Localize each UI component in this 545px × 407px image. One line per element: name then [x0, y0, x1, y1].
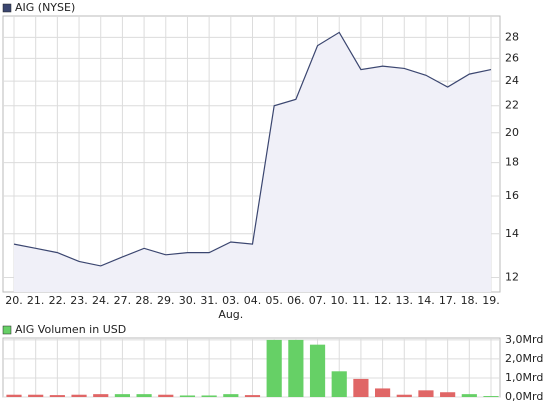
- y-tick-label: 28: [505, 30, 519, 43]
- x-tick-label: 11.: [352, 294, 370, 307]
- y-tick-label: 12: [505, 270, 519, 283]
- legend-label: AIG (NYSE): [15, 1, 75, 14]
- x-tick-label: 22.: [49, 294, 67, 307]
- plot-frame: [2, 337, 501, 398]
- x-tick-label: 10.: [330, 294, 348, 307]
- volume-bar: [309, 344, 326, 397]
- area: [14, 32, 491, 293]
- x-tick-label: 13.: [396, 294, 414, 307]
- volume-bar: [418, 390, 434, 397]
- volume-bar: [6, 394, 22, 397]
- volume-bar: [266, 339, 282, 397]
- volume-bar: [158, 394, 174, 397]
- volume-bar: [223, 394, 239, 397]
- x-tick-label: 28.: [135, 294, 153, 307]
- x-tick-label: 19.: [482, 294, 500, 307]
- y-tick-label: 18: [505, 156, 519, 169]
- x-tick-label: 06.: [287, 294, 305, 307]
- y-tick-label: 20: [505, 126, 519, 139]
- x-tick-label: 31.: [200, 294, 218, 307]
- y-tick-label: 3,0Mrd: [505, 333, 543, 346]
- volume-bar: [179, 395, 196, 397]
- x-annotation: Aug.: [218, 308, 243, 321]
- x-tick-label: 27.: [114, 294, 132, 307]
- x-tick-label: 24.: [92, 294, 110, 307]
- y-tick-label: 0,0Mrd: [505, 390, 543, 403]
- y-tick-label: 24: [505, 74, 519, 87]
- legend-swatch: [2, 325, 12, 335]
- volume-bar: [49, 395, 65, 397]
- y-tick-label: 26: [505, 51, 519, 64]
- volume-bar: [244, 395, 261, 397]
- x-tick-label: 05.: [265, 294, 283, 307]
- x-tick-label: 21.: [27, 294, 45, 307]
- x-tick-label: 12.: [374, 294, 392, 307]
- volume-bar: [201, 395, 217, 397]
- volume-bar: [71, 394, 87, 397]
- line: [13, 31, 492, 267]
- x-tick-label: 18.: [461, 294, 479, 307]
- y-tick-label: 1,0Mrd: [505, 371, 543, 384]
- volume-bar: [93, 394, 109, 397]
- volume-bar: [288, 339, 304, 397]
- x-tick-label: 17.: [439, 294, 457, 307]
- volume-bar: [483, 396, 499, 397]
- x-tick-label: 30.: [179, 294, 197, 307]
- volume-bar: [28, 394, 44, 397]
- y-tick-label: 22: [505, 99, 519, 112]
- x-tick-label: 14.: [417, 294, 435, 307]
- volume-bar: [136, 394, 152, 397]
- legend-swatch: [2, 3, 12, 13]
- x-tick-label: 20.: [5, 294, 23, 307]
- x-tick-label: 03.: [222, 294, 240, 307]
- volume-bar: [440, 392, 456, 397]
- volume-bar: [114, 394, 130, 397]
- volume-bar: [396, 394, 412, 397]
- x-tick-label: 23.: [70, 294, 88, 307]
- y-tick-label: 14: [505, 227, 519, 240]
- volume-bar: [375, 388, 391, 397]
- legend-label: AIG Volumen in USD: [15, 323, 126, 336]
- volume-bar: [353, 378, 369, 397]
- volume-bar: [461, 394, 477, 397]
- x-tick-label: 04.: [244, 294, 262, 307]
- x-tick-label: 29.: [157, 294, 175, 307]
- y-tick-label: 2,0Mrd: [505, 352, 543, 365]
- x-tick-label: 07.: [309, 294, 327, 307]
- y-tick-label: 16: [505, 189, 519, 202]
- volume-bar: [331, 371, 347, 397]
